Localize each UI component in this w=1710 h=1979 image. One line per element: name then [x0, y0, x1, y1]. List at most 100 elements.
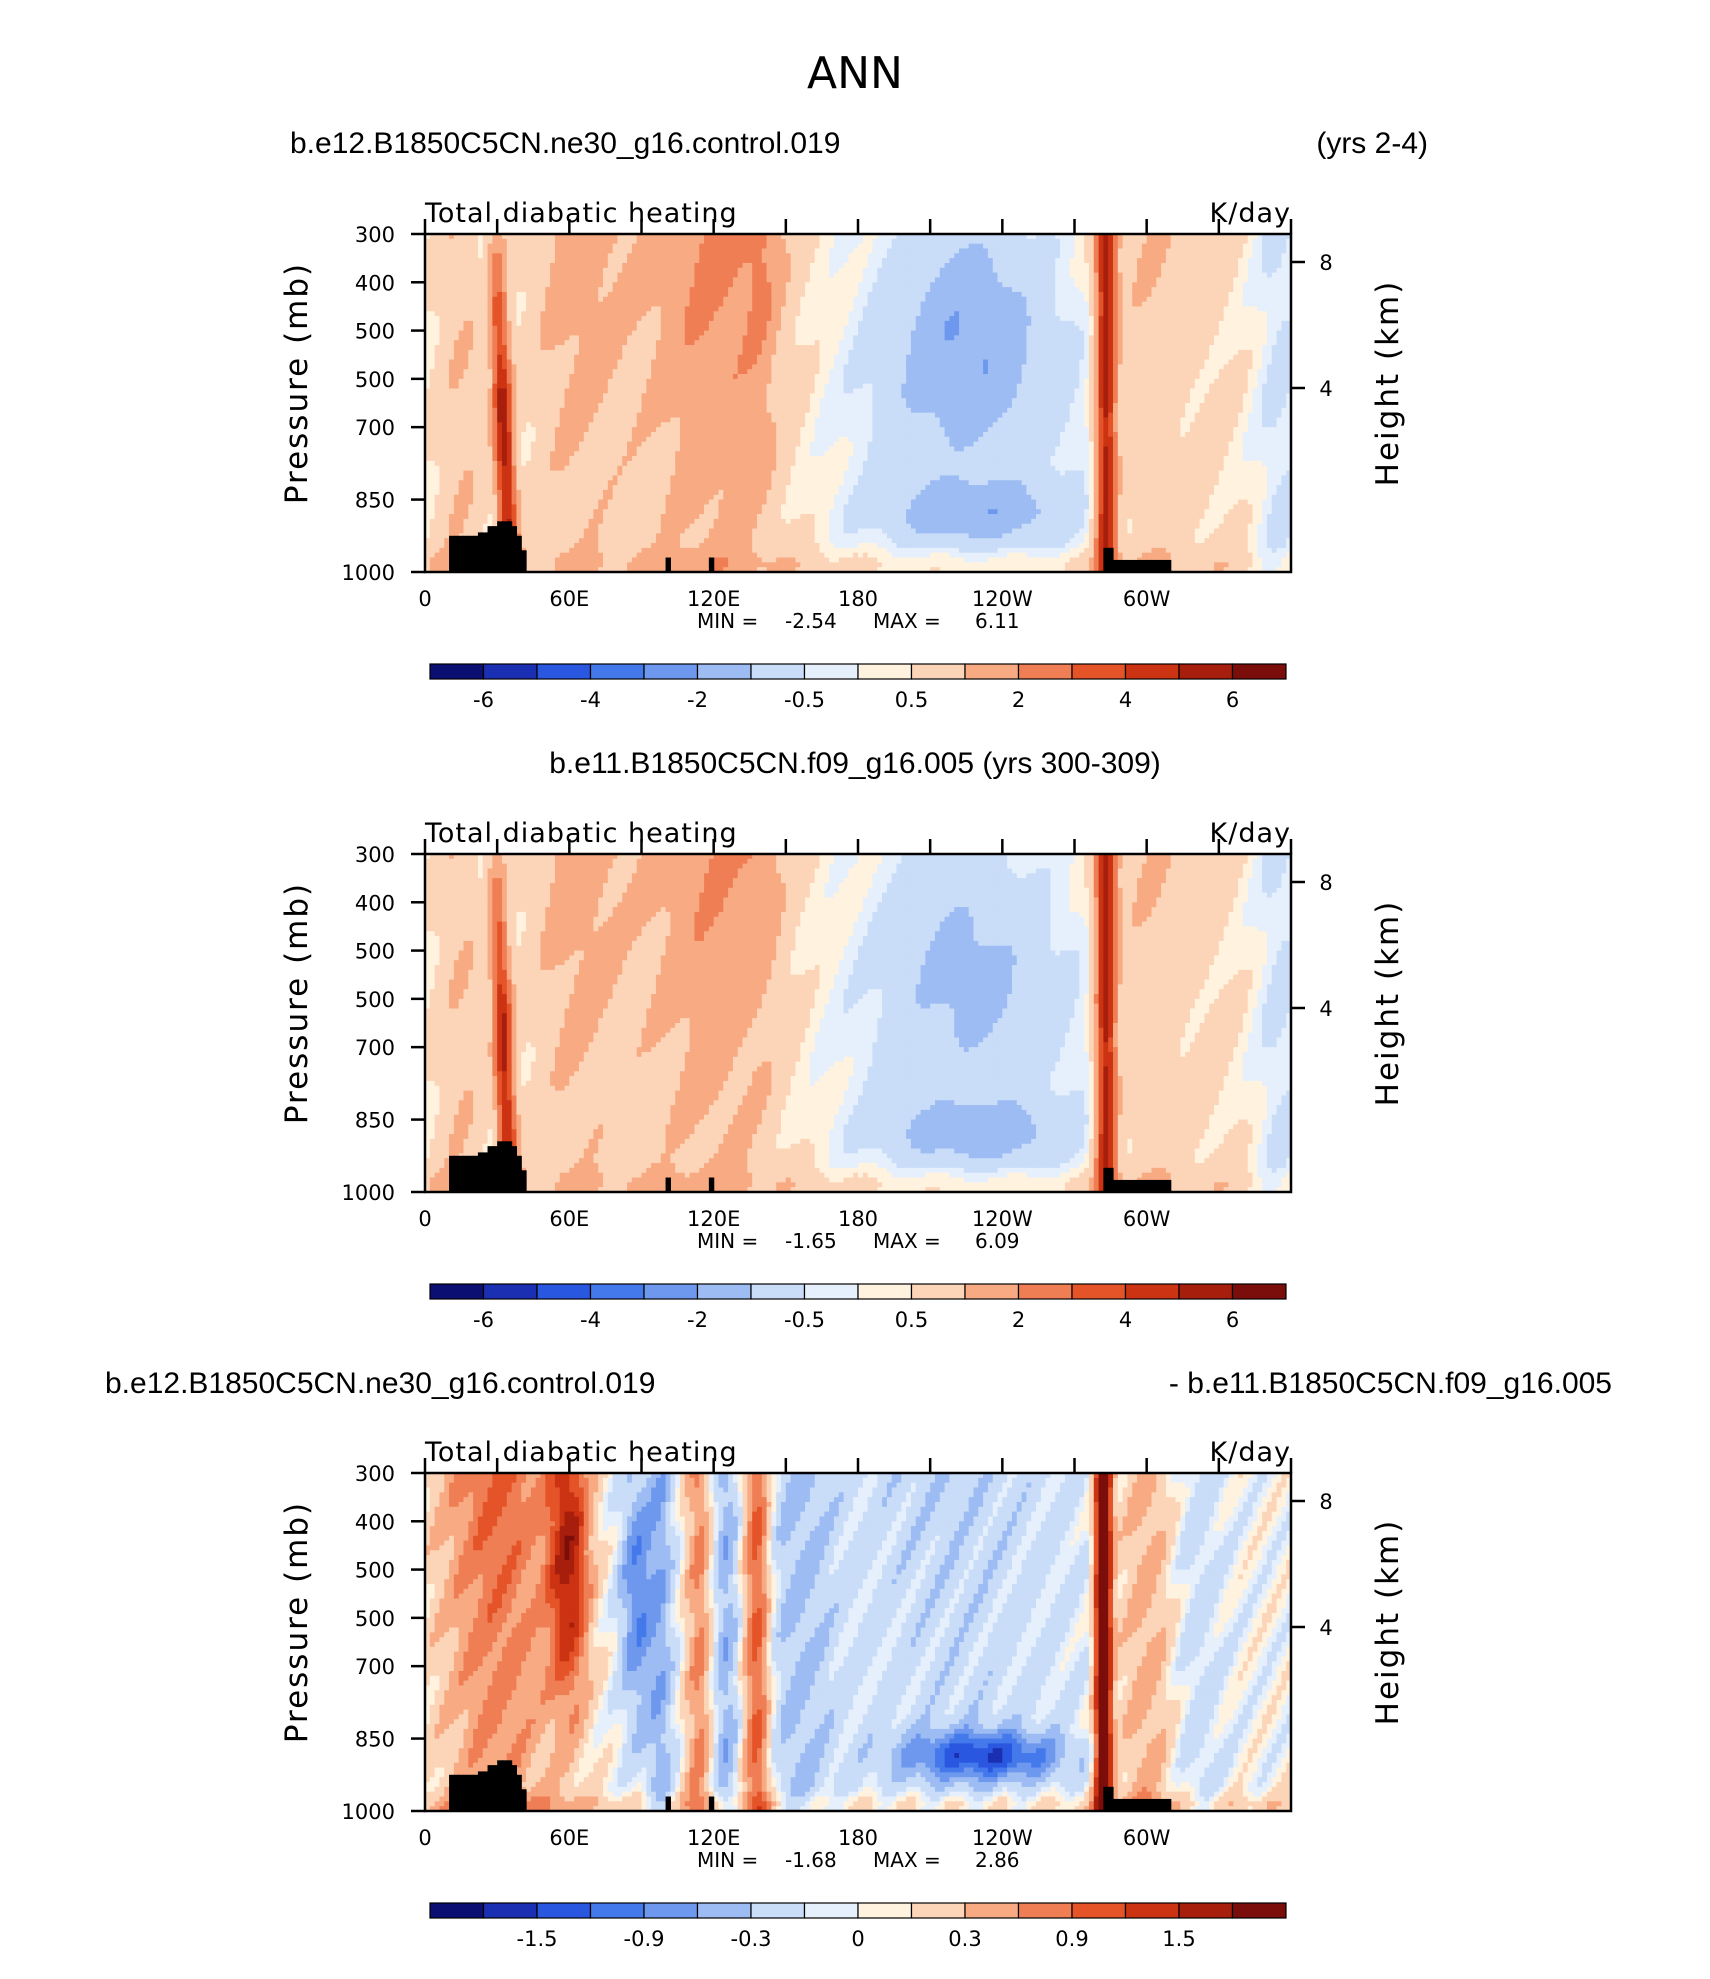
heatmap-cell — [795, 238, 801, 245]
heatmap-cell — [627, 287, 633, 293]
heatmap-cell — [781, 325, 787, 332]
heatmap-cell — [540, 330, 546, 336]
heatmap-cell — [1271, 243, 1278, 250]
heatmap-cell — [429, 291, 436, 298]
heatmap-cell — [1252, 335, 1258, 341]
heatmap-cell — [679, 301, 686, 308]
heatmap-cell — [564, 248, 570, 254]
heatmap-cell — [588, 243, 594, 250]
heatmap-cell — [1084, 345, 1090, 351]
heatmap-cell — [752, 364, 758, 370]
heatmap-cell — [1223, 267, 1230, 274]
heatmap-cell — [838, 277, 845, 283]
heatmap-cell — [506, 277, 513, 283]
heatmap-cell — [425, 258, 431, 264]
heatmap-cell — [761, 296, 768, 303]
heatmap-cell — [992, 253, 999, 259]
heatmap-cell — [468, 340, 474, 346]
heatmap-cell — [728, 340, 734, 346]
heatmap-cell — [1021, 277, 1027, 283]
heatmap-cell — [1122, 238, 1129, 245]
heatmap-cell — [992, 296, 999, 303]
heatmap-cell — [1016, 311, 1023, 317]
heatmap-cell — [540, 354, 546, 361]
heatmap-cell — [684, 311, 691, 317]
heatmap-cell — [449, 354, 455, 361]
heatmap-cell — [1079, 234, 1085, 240]
heatmap-cell — [1170, 296, 1177, 303]
heatmap-cell — [1069, 287, 1076, 293]
heatmap-cell — [718, 253, 724, 259]
heatmap-cell — [1011, 301, 1018, 308]
heatmap-cell — [1055, 335, 1061, 341]
heatmap-cell — [963, 320, 970, 327]
heatmap-cell — [1112, 291, 1119, 298]
heatmap-cell — [877, 277, 883, 283]
heatmap-cell — [862, 253, 869, 259]
heatmap-cell — [1141, 234, 1148, 240]
heatmap-cell — [1074, 316, 1080, 322]
heatmap-cell — [742, 243, 748, 250]
heatmap-cell — [756, 330, 763, 336]
heatmap-cell — [752, 267, 758, 274]
heatmap-cell — [819, 267, 825, 274]
heatmap-cell — [882, 262, 888, 269]
heatmap-cell — [747, 272, 753, 279]
heatmap-cell — [1276, 359, 1282, 365]
heatmap-cell — [660, 248, 667, 254]
heatmap-cell — [1233, 345, 1239, 351]
heatmap-cell — [473, 262, 479, 269]
heatmap-cell — [1199, 316, 1205, 322]
heatmap-cell — [506, 238, 513, 245]
heatmap-cell — [617, 359, 623, 365]
heatmap-cell — [1247, 262, 1254, 269]
heatmap-cell — [761, 306, 768, 312]
heatmap-cell — [670, 354, 676, 361]
heatmap-cell — [569, 267, 575, 274]
heatmap-cell — [588, 258, 594, 264]
heatmap-cell — [771, 349, 777, 356]
heatmap-cell — [1093, 359, 1100, 365]
heatmap-cell — [463, 320, 469, 327]
heatmap-cell — [1228, 272, 1234, 279]
heatmap-cell — [554, 248, 561, 254]
heatmap-cell — [477, 330, 484, 336]
heatmap-cell — [1209, 349, 1215, 356]
heatmap-cell — [992, 287, 999, 293]
heatmap-cell — [526, 248, 532, 254]
heatmap-cell — [463, 291, 469, 298]
heatmap-cell — [1199, 306, 1205, 312]
heatmap-cell — [728, 325, 734, 332]
heatmap-cell — [530, 248, 537, 254]
heatmap-cell — [853, 316, 859, 322]
heatmap-cell — [675, 277, 681, 283]
heatmap-cell — [473, 311, 479, 317]
heatmap-cell — [954, 320, 960, 327]
heatmap-cell — [540, 253, 546, 259]
heatmap-cell — [790, 349, 797, 356]
heatmap-cell — [1060, 238, 1066, 245]
heatmap-cell — [526, 311, 532, 317]
heatmap-cell — [756, 349, 763, 356]
heatmap-cell — [732, 262, 739, 269]
heatmap-cell — [603, 335, 609, 341]
heatmap-cell — [612, 340, 619, 346]
heatmap-cell — [497, 277, 503, 283]
heatmap-cell — [1281, 253, 1287, 259]
heatmap-cell — [886, 272, 893, 279]
heatmap-cell — [1161, 296, 1167, 303]
heatmap-cell — [1103, 282, 1109, 288]
heatmap-cell — [915, 340, 922, 346]
heatmap-cell — [675, 282, 681, 288]
heatmap-cell — [882, 320, 888, 327]
heatmap-cell — [872, 282, 878, 288]
heatmap-cell — [1218, 267, 1225, 274]
heatmap-cell — [756, 272, 763, 279]
heatmap-cell — [983, 248, 989, 254]
heatmap-cell — [723, 359, 729, 365]
heatmap-cell — [891, 267, 898, 274]
heatmap-cell — [429, 267, 436, 274]
heatmap-cell — [1040, 354, 1047, 361]
heatmap-cell — [1286, 258, 1292, 264]
heatmap-cell — [814, 262, 821, 269]
